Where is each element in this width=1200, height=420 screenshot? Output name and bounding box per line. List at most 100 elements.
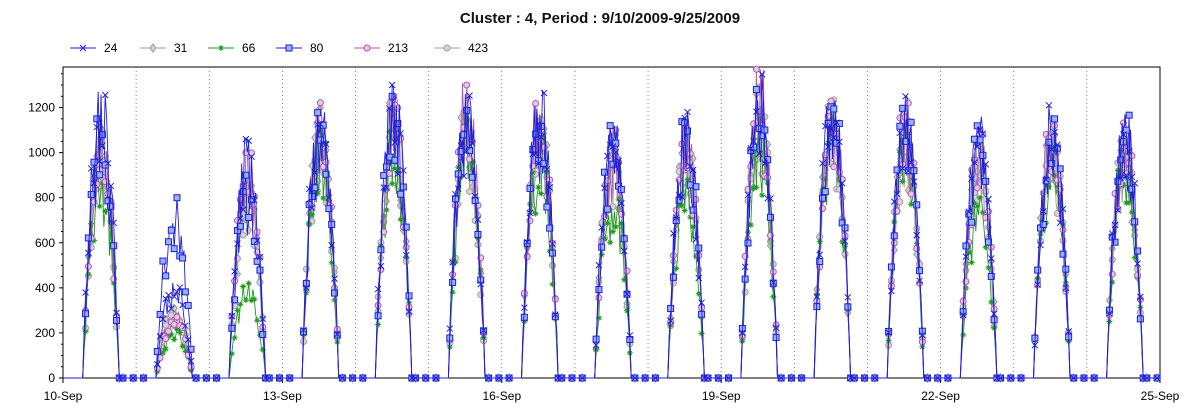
data-point: [984, 238, 992, 246]
data-point: [907, 118, 915, 126]
data-point: [595, 261, 603, 269]
data-point: [965, 208, 973, 216]
data-point: [228, 312, 236, 320]
data-point: [904, 99, 912, 107]
data-point: [179, 254, 187, 262]
data-point: [471, 192, 479, 200]
data-point: [85, 249, 92, 257]
legend: 24 31 66 80 213 423: [70, 41, 488, 55]
data-point: [325, 197, 332, 204]
data-point: [380, 228, 388, 236]
data-point: [400, 167, 407, 174]
data-point: [99, 142, 106, 149]
data-point: [460, 172, 468, 180]
data-point: [234, 240, 241, 247]
data-point: [84, 263, 92, 271]
data-point: [982, 177, 990, 185]
data-point: [764, 180, 771, 187]
data-point: [104, 159, 112, 167]
data-point: [962, 253, 970, 260]
data-point: [311, 169, 319, 176]
data-point: [140, 374, 147, 382]
data-point: [838, 180, 846, 187]
data-point: [667, 304, 675, 312]
data-point: [982, 244, 989, 251]
data-point: [90, 179, 98, 187]
data-point: [457, 142, 465, 150]
data-point: [1134, 271, 1142, 279]
data-point: [548, 249, 556, 257]
data-point: [777, 374, 785, 382]
data-point: [317, 120, 324, 128]
data-point: [1039, 220, 1047, 228]
data-point: [916, 277, 923, 285]
data-point: [744, 239, 752, 247]
data-point: [466, 92, 473, 99]
data-point: [835, 168, 843, 176]
data-point: [477, 266, 484, 273]
data-point: [505, 374, 513, 382]
data-point: [82, 328, 89, 335]
data-point: [1039, 208, 1047, 215]
data-point: [454, 185, 462, 192]
data-point: [474, 216, 482, 223]
data-point: [1125, 147, 1133, 155]
data-point: [551, 311, 559, 318]
data-point: [153, 361, 161, 368]
data-point: [391, 165, 398, 172]
data-point: [107, 182, 115, 190]
data-point: [850, 374, 858, 382]
data-point: [170, 293, 178, 300]
data-point: [990, 310, 998, 318]
data-point: [902, 92, 909, 100]
data-point: [388, 81, 396, 89]
data-point: [676, 202, 683, 209]
legend-item-423: 423: [434, 41, 488, 55]
data-point: [231, 268, 238, 275]
data-point: [314, 121, 321, 128]
data-point: [755, 150, 763, 158]
legend-marker: [79, 44, 87, 52]
data-point: [311, 184, 319, 192]
data-point: [540, 89, 548, 97]
data-point: [753, 108, 760, 115]
data-point: [968, 175, 975, 183]
data-point: [982, 161, 990, 168]
legend-marker: [363, 44, 371, 52]
data-point: [485, 374, 492, 382]
data-point: [830, 105, 838, 113]
data-point: [612, 223, 619, 230]
x-tick-label: 10-Sep: [44, 389, 83, 403]
data-point: [692, 236, 700, 243]
data-point: [377, 262, 385, 270]
data-point: [747, 221, 754, 228]
data-point: [959, 311, 967, 319]
data-point: [394, 170, 402, 178]
data-point: [468, 139, 476, 147]
data-point: [102, 207, 109, 214]
data-point: [752, 86, 760, 94]
data-point: [1122, 126, 1130, 134]
data-point: [991, 324, 998, 331]
series-24: [63, 70, 1161, 382]
data-point: [380, 171, 388, 179]
data-point: [899, 104, 907, 112]
data-point: [896, 198, 904, 206]
data-point: [612, 148, 620, 156]
data-point: [495, 374, 503, 382]
data-point: [452, 190, 459, 198]
data-point: [308, 211, 315, 218]
data-point: [529, 169, 536, 176]
data-point: [526, 184, 534, 192]
data-point: [1106, 310, 1113, 317]
data-point: [592, 341, 600, 349]
data-point: [314, 109, 322, 117]
data-point: [695, 274, 703, 282]
data-point: [1153, 374, 1161, 382]
data-point: [821, 188, 829, 196]
data-point: [987, 255, 995, 262]
data-point: [259, 315, 267, 323]
data-point: [698, 299, 705, 307]
data-point: [162, 346, 169, 353]
data-point: [256, 266, 264, 274]
